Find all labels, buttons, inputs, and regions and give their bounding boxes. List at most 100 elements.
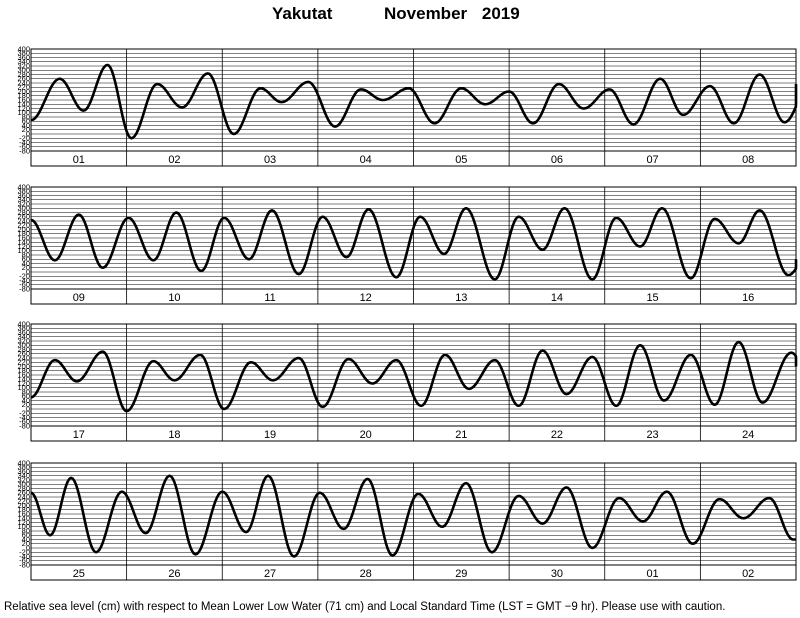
day-label: 02	[168, 154, 180, 166]
y-tick-label: 20	[22, 263, 30, 272]
day-label: 22	[551, 429, 563, 441]
y-tick-label: -20	[19, 134, 30, 143]
y-tick-label: -20	[19, 548, 30, 557]
y-tick-label: 200	[17, 362, 30, 371]
y-tick-label: 0	[26, 404, 30, 413]
y-tick-label: 300	[17, 341, 30, 350]
y-tick-label: 340	[17, 195, 30, 204]
day-label: 02	[742, 568, 754, 580]
day-label: 13	[455, 292, 467, 304]
y-tick-label: 120	[17, 242, 30, 251]
day-label: 01	[73, 154, 85, 166]
y-tick-label: 360	[17, 467, 30, 476]
y-tick-label: 0	[26, 543, 30, 552]
period-label: November 2019	[384, 4, 520, 24]
day-label: 30	[551, 568, 563, 580]
y-tick-label: 220	[17, 221, 30, 230]
day-label: 28	[360, 568, 372, 580]
day-label: 04	[360, 154, 372, 166]
y-tick-label: -60	[19, 556, 30, 565]
day-label: 03	[264, 154, 276, 166]
day-label: 23	[646, 429, 658, 441]
y-tick-label: 140	[17, 238, 30, 247]
y-tick-label: 340	[17, 332, 30, 341]
y-tick-label: 220	[17, 358, 30, 367]
y-tick-label: 380	[17, 187, 30, 196]
day-label: 01	[646, 568, 658, 580]
day-label: 12	[360, 292, 372, 304]
y-tick-label: 240	[17, 78, 30, 87]
y-tick-label: 360	[17, 328, 30, 337]
y-tick-label: 320	[17, 336, 30, 345]
tide-curve	[30, 474, 797, 558]
y-tick-label: -40	[19, 552, 30, 561]
y-tick-label: 280	[17, 484, 30, 493]
y-tick-label: -80	[19, 560, 30, 569]
y-tick-label: 300	[17, 480, 30, 489]
y-tick-label: 260	[17, 212, 30, 221]
y-tick-label: 100	[17, 108, 30, 117]
day-label: 16	[742, 292, 754, 304]
y-tick-label: -40	[19, 413, 30, 422]
y-tick-label: 160	[17, 95, 30, 104]
y-tick-label: 340	[17, 471, 30, 480]
y-tick-label: -80	[19, 421, 30, 430]
y-tick-label: 160	[17, 509, 30, 518]
day-label: 17	[73, 429, 85, 441]
y-tick-label: 0	[26, 129, 30, 138]
y-tick-label: -40	[19, 276, 30, 285]
y-tick-label: 80	[22, 112, 30, 121]
y-tick-label: 260	[17, 74, 30, 83]
day-label: 11	[264, 292, 275, 304]
y-tick-label: 120	[17, 104, 30, 113]
y-tick-label: 40	[22, 121, 30, 130]
y-tick-label: 140	[17, 100, 30, 109]
y-tick-label: 120	[17, 379, 30, 388]
y-tick-label: 0	[26, 267, 30, 276]
y-tick-label: 360	[17, 53, 30, 62]
y-tick-label: 180	[17, 91, 30, 100]
tide-curve	[30, 340, 798, 413]
day-label: 08	[742, 154, 754, 166]
y-tick-label: -20	[19, 409, 30, 418]
y-tick-label: 180	[17, 366, 30, 375]
y-tick-label: 20	[22, 125, 30, 134]
y-tick-label: 100	[17, 522, 30, 531]
y-tick-label: 60	[22, 117, 30, 126]
y-tick-label: 100	[17, 246, 30, 255]
y-tick-label: 300	[17, 204, 30, 213]
day-label: 29	[455, 568, 467, 580]
y-tick-label: 160	[17, 233, 30, 242]
y-tick-label: 300	[17, 66, 30, 75]
y-tick-label: 240	[17, 353, 30, 362]
tide-curve	[30, 63, 798, 140]
day-label: 07	[646, 154, 658, 166]
y-tick-label: 380	[17, 49, 30, 58]
y-tick-label: 180	[17, 505, 30, 514]
y-tick-label: 140	[17, 375, 30, 384]
day-label: 06	[551, 154, 563, 166]
y-tick-label: -60	[19, 280, 30, 289]
y-tick-label: 340	[17, 57, 30, 66]
day-label: 24	[742, 429, 754, 441]
day-label: 25	[73, 568, 85, 580]
chart-header: Yakutat November 2019	[0, 4, 800, 28]
y-tick-label: 60	[22, 392, 30, 401]
y-tick-label: 200	[17, 225, 30, 234]
y-tick-label: 260	[17, 488, 30, 497]
y-tick-label: 380	[17, 324, 30, 333]
day-label: 14	[551, 292, 563, 304]
y-tick-label: 280	[17, 208, 30, 217]
footnote: Relative sea level (cm) with respect to …	[4, 601, 726, 613]
panel-frame	[30, 186, 797, 305]
day-label: 15	[646, 292, 658, 304]
y-tick-label: 360	[17, 191, 30, 200]
tide-curve	[30, 206, 798, 281]
y-tick-label: 220	[17, 83, 30, 92]
day-label: 09	[73, 292, 85, 304]
panel-frame	[30, 323, 797, 442]
y-tick-label: 320	[17, 199, 30, 208]
y-tick-label: 320	[17, 475, 30, 484]
y-tick-label: 60	[22, 255, 30, 264]
y-tick-label: 80	[22, 526, 30, 535]
